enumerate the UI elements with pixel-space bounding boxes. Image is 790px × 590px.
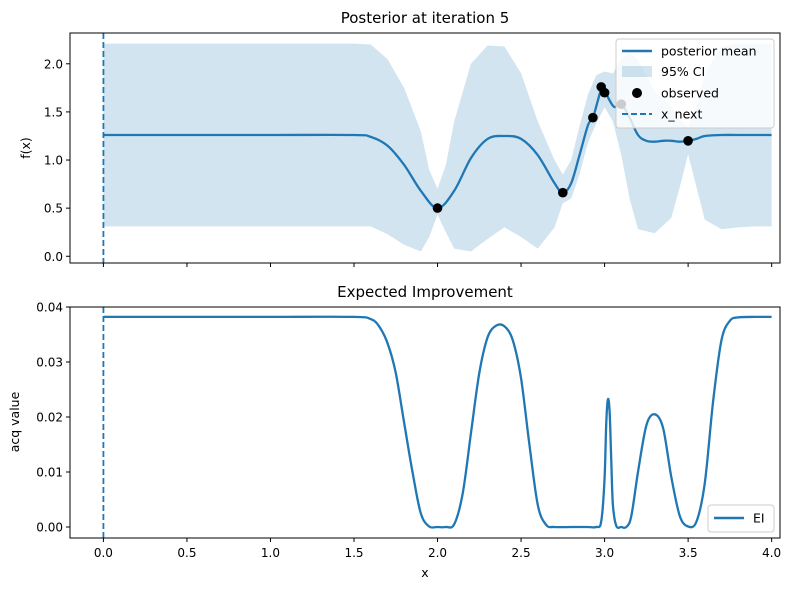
- ei-plot-area: [102, 307, 772, 538]
- posterior-observed-point: [588, 112, 598, 123]
- ei-line-ei: [103, 315, 772, 529]
- legend-ci-swatch: [622, 66, 652, 77]
- ei-xlabel: x: [421, 565, 428, 580]
- ei-ytick-label: 0.01: [36, 466, 63, 480]
- ei-title: Expected Improvement: [337, 283, 513, 301]
- ei-panel: Expected Improvement 0.0 0.5 1.0 1.5 2.0 2.5 3…: [7, 283, 781, 580]
- ei-legend: EI: [707, 504, 775, 533]
- posterior-legend: posterior mean 95% CI observed x_next: [615, 38, 775, 129]
- legend-observed-swatch: [632, 88, 642, 98]
- ei-ytick-label: 0.04: [36, 301, 63, 315]
- posterior-ytick-label: 0.0: [44, 250, 63, 264]
- legend-xnext-label: x_next: [661, 107, 702, 122]
- posterior-legend-box: [615, 38, 775, 129]
- ei-xtick-label: 0.5: [177, 546, 196, 560]
- ei-xtick-label: 2.0: [428, 546, 447, 560]
- posterior-ytick-label: 2.0: [44, 57, 63, 71]
- ei-xtick-label: 1.5: [344, 546, 363, 560]
- posterior-observed-point: [599, 87, 610, 98]
- posterior-title: Posterior at iteration 5: [341, 9, 510, 27]
- posterior-ylabel: f(x): [18, 137, 33, 159]
- posterior-plot-area: [102, 33, 772, 263]
- ei-ylabel: acq value: [7, 391, 22, 452]
- legend-observed-label: observed: [661, 86, 719, 101]
- ei-ytick-label: 0.03: [36, 356, 63, 370]
- posterior-line-posterior-mean: [103, 87, 772, 210]
- ei-ticks: 0.0 0.5 1.0 1.5 2.0 2.5 3.0 3.5 4.0 0.00 0.01 0.02 0…: [36, 301, 781, 561]
- posterior-ytick-label: 0.5: [44, 202, 63, 216]
- ei-axes-frame: [69, 306, 781, 539]
- ei-xtick-label: 4.0: [762, 546, 781, 560]
- ei-xtick-label: 0.0: [94, 546, 113, 560]
- posterior-axes-frame: [69, 32, 781, 264]
- legend-mean-label: posterior mean: [661, 44, 757, 59]
- posterior-panel: Posterior at iteration 5 0.0 0.5 1.0 1.5 2.0…: [18, 9, 781, 267]
- posterior-observed-point: [432, 203, 443, 213]
- ei-ytick-label: 0.00: [36, 521, 63, 535]
- posterior-observed-point: [683, 136, 693, 146]
- posterior-ytick-label: 1.5: [44, 105, 63, 119]
- ei-xtick-label: 3.5: [679, 546, 698, 560]
- ei-xtick-label: 3.0: [595, 546, 614, 560]
- ei-ytick-label: 0.02: [36, 411, 63, 425]
- posterior-ticks: 0.0 0.5 1.0 1.5 2.0: [44, 57, 773, 267]
- ei-xtick-label: 2.5: [512, 546, 531, 560]
- ei-xtick-label: 1.0: [261, 546, 280, 560]
- posterior-observed-point: [558, 187, 568, 198]
- posterior-ytick-label: 1.0: [44, 154, 63, 168]
- legend-ei-label: EI: [753, 511, 765, 526]
- legend-ci-label: 95% CI: [661, 64, 705, 79]
